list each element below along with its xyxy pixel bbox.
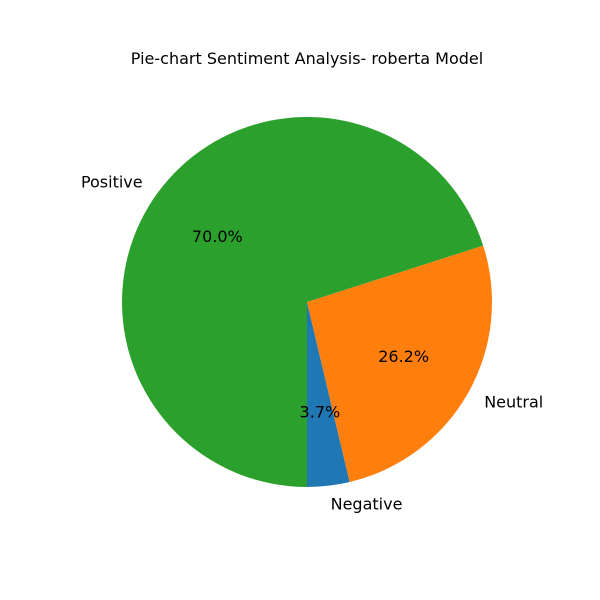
chart-title: Pie-chart Sentiment Analysis- roberta Mo…: [131, 49, 483, 68]
slice-label-positive: Positive: [81, 173, 143, 192]
slice-label-negative: Negative: [331, 495, 403, 514]
slice-label-neutral: Neutral: [484, 393, 543, 412]
slice-pct-neutral: 26.2%: [378, 347, 429, 366]
pie-slices: [122, 117, 492, 487]
slice-pct-positive: 70.0%: [192, 227, 243, 246]
slice-pct-negative: 3.7%: [300, 403, 341, 422]
